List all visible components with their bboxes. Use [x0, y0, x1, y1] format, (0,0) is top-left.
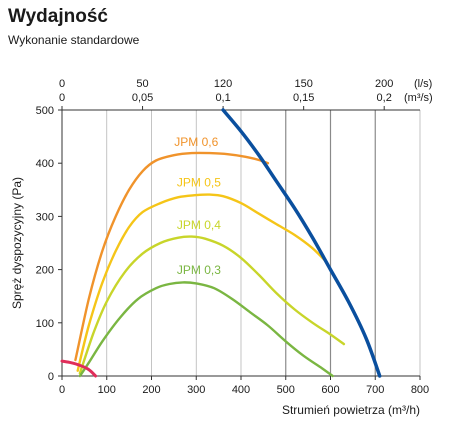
series-line-jpm-0-4: [78, 235, 346, 375]
x-tick-label: 600: [321, 384, 339, 396]
series-label: JPM 0,4: [177, 218, 221, 232]
top-ls-tick-label: 0: [59, 78, 65, 90]
series-label: JPM 0,5: [177, 176, 221, 190]
x-axis-label: Strumień powietrza (m³/h): [282, 403, 420, 417]
x-tick-label: 200: [142, 384, 160, 396]
y-tick-label: 300: [36, 211, 54, 223]
top-ls-tick-label: 120: [214, 78, 232, 90]
top-ls-tick-label: 50: [136, 78, 148, 90]
limit-curve-line: [221, 108, 382, 378]
chart-subtitle: Wykonanie standardowe: [8, 33, 140, 47]
y-tick-label: 100: [36, 318, 54, 330]
top-m3s-tick-label: 0: [59, 92, 65, 104]
series-line-jpm-0-5: [76, 193, 328, 372]
y-tick-label: 400: [36, 158, 54, 170]
series-line-jpm-0-3: [78, 281, 334, 378]
series-label: JPM 0,3: [177, 263, 221, 277]
top-m3s-tick-label: 0,2: [377, 92, 392, 104]
x-tick-label: 700: [366, 384, 384, 396]
x-tick-label: 0: [59, 384, 65, 396]
y-axis-label: Spręż dyspozycyjny (Pa): [10, 177, 24, 309]
x-tick-label: 100: [98, 384, 116, 396]
top-m3s-tick-label: 0,05: [132, 92, 153, 104]
x-tick-label: 800: [411, 384, 429, 396]
top-ls-tick-label: 200: [375, 78, 393, 90]
x-tick-label: 400: [232, 384, 250, 396]
y-tick-label: 200: [36, 265, 54, 277]
top-m3s-tick-label: 0,15: [293, 92, 314, 104]
top-m3s-unit: (m³/s): [404, 92, 433, 104]
y-tick-label: 500: [36, 105, 54, 117]
chart-title: Wydajność: [8, 6, 108, 27]
top-ls-tick-label: 150: [294, 78, 312, 90]
system-curve-line: [60, 359, 98, 378]
x-tick-label: 500: [277, 384, 295, 396]
top-ls-unit: (l/s): [414, 78, 432, 90]
series-line-jpm-0-6: [74, 151, 270, 362]
series-label: JPM 0,6: [174, 135, 218, 149]
x-tick-label: 300: [187, 384, 205, 396]
y-tick-label: 0: [48, 371, 54, 383]
top-m3s-tick-label: 0,1: [215, 92, 230, 104]
